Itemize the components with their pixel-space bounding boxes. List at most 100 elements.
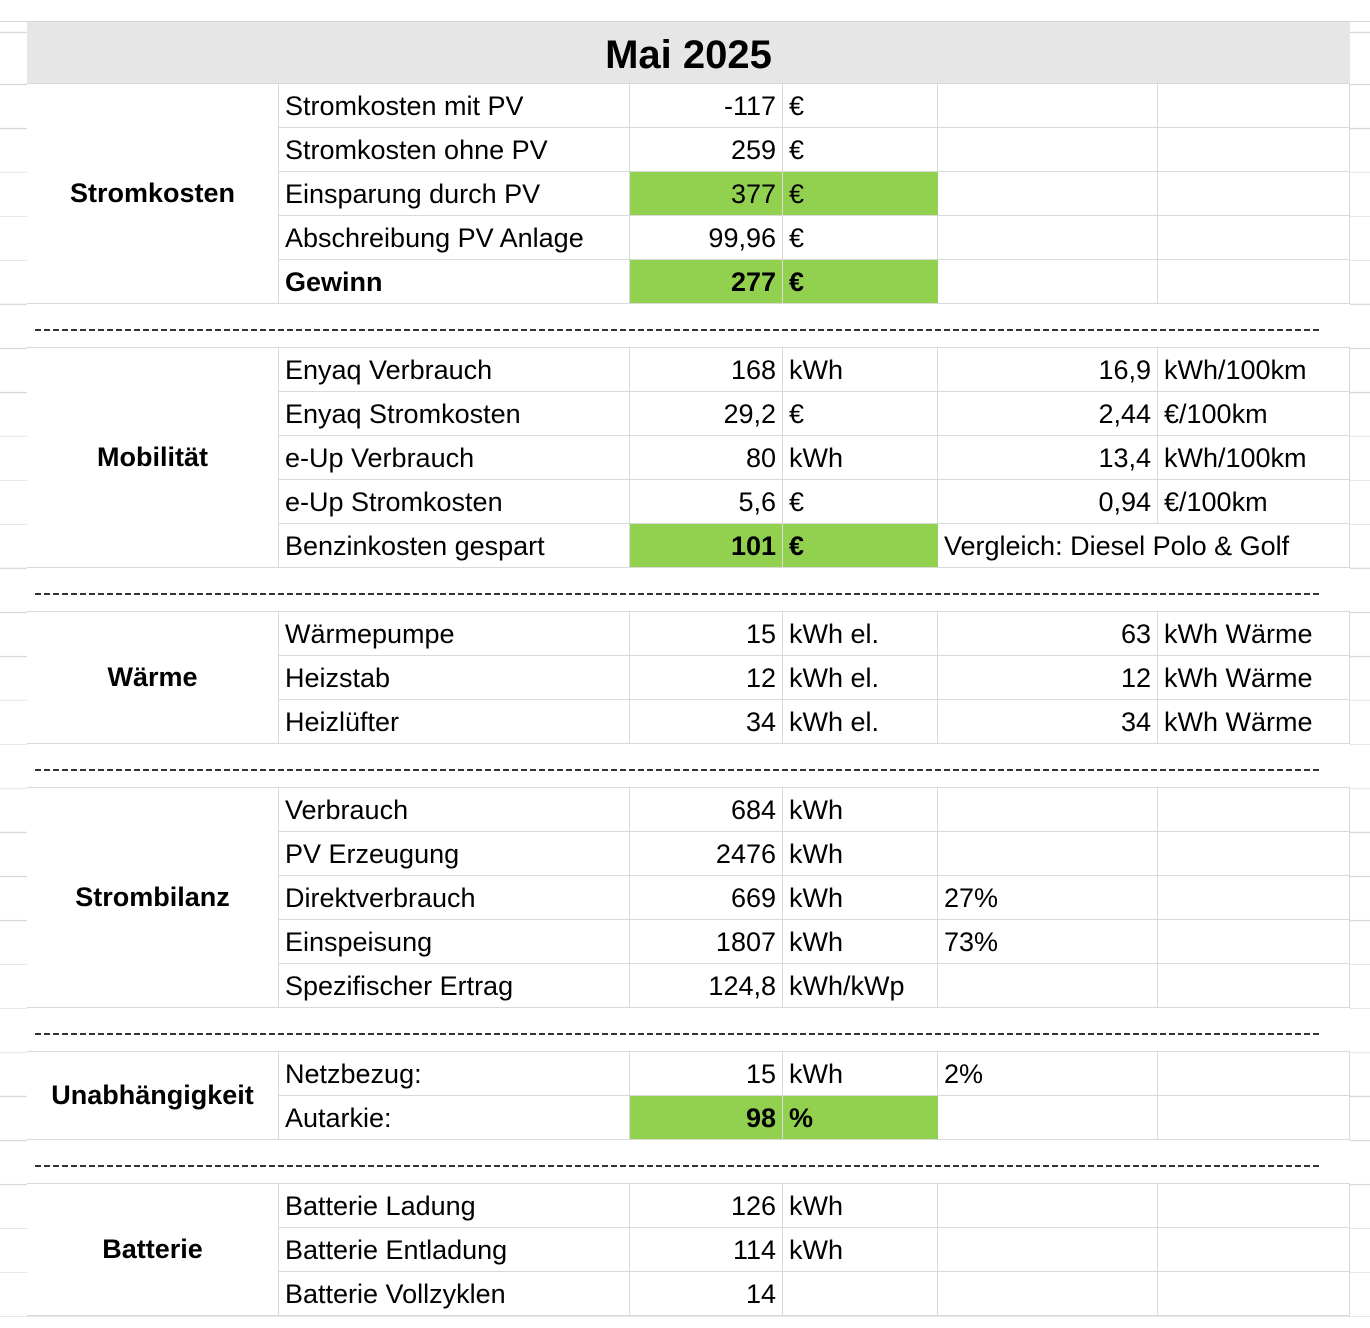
value: 168 <box>630 348 783 392</box>
unit: kWh el. <box>783 612 938 656</box>
unit-2: kWh/100km <box>1158 348 1350 392</box>
value-2 <box>938 172 1158 216</box>
section-label: Mobilität <box>27 348 279 568</box>
value-2 <box>938 1228 1158 1272</box>
section-label: Strombilanz <box>27 788 279 1008</box>
value-2 <box>938 1272 1158 1316</box>
row-label: Spezifischer Ertrag <box>279 964 630 1008</box>
value: 98 <box>630 1096 783 1140</box>
value: 2476 <box>630 832 783 876</box>
value-2: 63 <box>938 612 1158 656</box>
unit: kWh <box>783 788 938 832</box>
value-2: 34 <box>938 700 1158 744</box>
unit: kWh <box>783 1184 938 1228</box>
unit-2 <box>1158 172 1350 216</box>
unit-2 <box>1158 1272 1350 1316</box>
unit: kWh <box>783 1228 938 1272</box>
unit: kWh el. <box>783 656 938 700</box>
note: 73% <box>938 920 1158 964</box>
unit-2: kWh Wärme <box>1158 700 1350 744</box>
unit-2 <box>1158 1228 1350 1272</box>
empty-cell <box>1158 876 1350 920</box>
unit: € <box>783 524 938 568</box>
value: 684 <box>630 788 783 832</box>
unit-2 <box>1158 832 1350 876</box>
unit: kWh <box>783 876 938 920</box>
row-label: e-Up Verbrauch <box>279 436 630 480</box>
unit-2 <box>1158 128 1350 172</box>
value-2 <box>938 832 1158 876</box>
separator <box>27 304 1350 348</box>
section-label: Unabhängigkeit <box>27 1052 279 1140</box>
row-label: Einspeisung <box>279 920 630 964</box>
section-label: Stromkosten <box>27 84 279 304</box>
separator <box>27 1008 1350 1052</box>
value: 99,96 <box>630 216 783 260</box>
unit: € <box>783 216 938 260</box>
value-2 <box>938 84 1158 128</box>
unit: € <box>783 172 938 216</box>
note: 27% <box>938 876 1158 920</box>
value: 14 <box>630 1272 783 1316</box>
unit: % <box>783 1096 938 1140</box>
row-label: Netzbezug: <box>279 1052 630 1096</box>
separator <box>27 1140 1350 1184</box>
value: 80 <box>630 436 783 480</box>
value: 259 <box>630 128 783 172</box>
value-2: 12 <box>938 656 1158 700</box>
value-2: 0,94 <box>938 480 1158 524</box>
row-label: Direktverbrauch <box>279 876 630 920</box>
row-label: Wärmepumpe <box>279 612 630 656</box>
row-label: Heizlüfter <box>279 700 630 744</box>
value: 114 <box>630 1228 783 1272</box>
value: 669 <box>630 876 783 920</box>
value: 12 <box>630 656 783 700</box>
value: 5,6 <box>630 480 783 524</box>
value-2 <box>938 788 1158 832</box>
value-2 <box>938 260 1158 304</box>
unit-2: kWh Wärme <box>1158 612 1350 656</box>
value: 1807 <box>630 920 783 964</box>
row-label: Batterie Entladung <box>279 1228 630 1272</box>
value: 34 <box>630 700 783 744</box>
value-2 <box>938 128 1158 172</box>
value-2 <box>938 1096 1158 1140</box>
unit-2: kWh Wärme <box>1158 656 1350 700</box>
title: Mai 2025 <box>27 22 1350 84</box>
row-label: Batterie Ladung <box>279 1184 630 1228</box>
unit: kWh <box>783 436 938 480</box>
unit-2: €/100km <box>1158 392 1350 436</box>
value-2 <box>938 1184 1158 1228</box>
row-label: Stromkosten ohne PV <box>279 128 630 172</box>
row-label: e-Up Stromkosten <box>279 480 630 524</box>
note: Vergleich: Diesel Polo & Golf <box>938 524 1350 568</box>
unit-2 <box>1158 84 1350 128</box>
row-label: Benzinkosten gespart <box>279 524 630 568</box>
unit-2 <box>1158 1096 1350 1140</box>
value-2 <box>938 964 1158 1008</box>
unit-2 <box>1158 964 1350 1008</box>
unit: kWh <box>783 920 938 964</box>
unit-2 <box>1158 216 1350 260</box>
row-label: Enyaq Verbrauch <box>279 348 630 392</box>
separator <box>27 744 1350 788</box>
row-label: PV Erzeugung <box>279 832 630 876</box>
row-label: Gewinn <box>279 260 630 304</box>
row-label: Stromkosten mit PV <box>279 84 630 128</box>
value: -117 <box>630 84 783 128</box>
row-label: Einsparung durch PV <box>279 172 630 216</box>
value: 15 <box>630 1052 783 1096</box>
unit: kWh/kWp <box>783 964 938 1008</box>
unit: kWh <box>783 348 938 392</box>
note: 2% <box>938 1052 1158 1096</box>
empty-cell <box>1158 920 1350 964</box>
empty-cell <box>1158 1052 1350 1096</box>
unit: € <box>783 128 938 172</box>
value-2: 16,9 <box>938 348 1158 392</box>
value: 101 <box>630 524 783 568</box>
unit: kWh el. <box>783 700 938 744</box>
unit <box>783 1272 938 1316</box>
row-label: Enyaq Stromkosten <box>279 392 630 436</box>
unit: € <box>783 260 938 304</box>
